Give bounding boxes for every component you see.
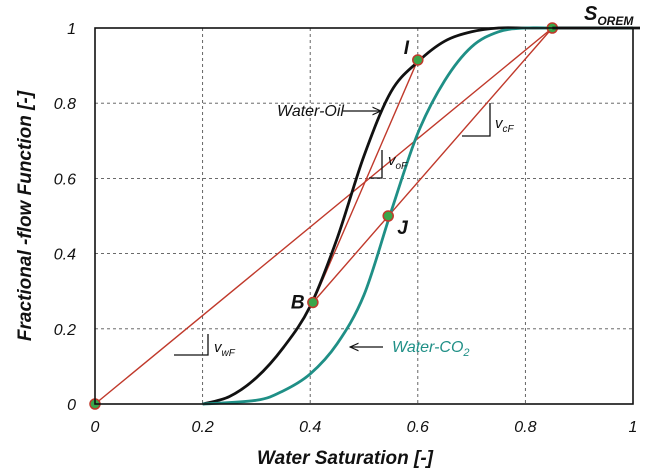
tangent-line bbox=[94, 27, 553, 405]
key-points: I J B bbox=[89, 22, 640, 410]
water-co2-label-main: Water-CO bbox=[392, 339, 463, 356]
slope-triangle-v-of bbox=[369, 150, 383, 179]
v-cf-main: v bbox=[495, 115, 504, 132]
key-point-marker bbox=[412, 54, 424, 66]
sorem-label-sub: OREM bbox=[597, 14, 634, 28]
x-tick-label: 0 bbox=[91, 419, 100, 436]
x-tick-label: 1 bbox=[629, 419, 638, 436]
water-oil-label: Water-Oil bbox=[277, 103, 344, 120]
slope-triangle-v-wf bbox=[174, 334, 209, 356]
point-label-i: I bbox=[404, 38, 410, 59]
v-wf-label: vwF bbox=[214, 339, 236, 359]
y-tick-label: 0 bbox=[67, 397, 76, 414]
x-tick-label: 0.4 bbox=[299, 419, 321, 436]
key-point-marker bbox=[307, 296, 319, 309]
y-tick-labels: 0 0.2 0.4 0.6 0.8 1 bbox=[54, 21, 76, 414]
point-label-b: B bbox=[291, 292, 305, 313]
v-wf-main: v bbox=[214, 339, 223, 356]
y-tick-label: 1 bbox=[67, 21, 76, 38]
y-axis-title: Fractional -flow Function [-] bbox=[15, 90, 36, 341]
x-axis-title: Water Saturation [-] bbox=[257, 448, 434, 469]
key-point-marker bbox=[382, 210, 394, 222]
y-tick-label: 0.8 bbox=[54, 96, 76, 113]
plot-frame bbox=[94, 27, 634, 405]
v-of-main: v bbox=[388, 152, 397, 169]
v-of-label: voF bbox=[388, 152, 408, 172]
y-tick-label: 0.2 bbox=[54, 322, 76, 339]
grid-lines bbox=[95, 28, 633, 404]
water-co2-label-sub: 2 bbox=[462, 347, 469, 359]
tangent-line bbox=[312, 27, 553, 303]
sorem-label-main: S bbox=[584, 3, 598, 25]
v-cf-label: vcF bbox=[495, 115, 515, 135]
slope-triangle-v-cf bbox=[462, 103, 491, 137]
y-tick-label: 0.4 bbox=[54, 247, 76, 264]
tangent-line bbox=[312, 59, 419, 303]
v-of-sub: oF bbox=[396, 161, 409, 172]
water-co2-label: Water-CO2 bbox=[392, 339, 470, 359]
point-label-j: J bbox=[397, 218, 408, 239]
x-tick-label: 0.6 bbox=[407, 419, 429, 436]
x-tick-label: 0.8 bbox=[514, 419, 536, 436]
v-wf-sub: wF bbox=[222, 348, 236, 359]
v-cf-sub: cF bbox=[503, 124, 515, 135]
sorem-label: SOREM bbox=[584, 3, 634, 28]
y-tick-label: 0.6 bbox=[54, 171, 76, 188]
x-tick-labels: 0 0.2 0.4 0.6 0.8 1 bbox=[91, 419, 638, 436]
x-tick-label: 0.2 bbox=[191, 419, 213, 436]
tangent-lines bbox=[94, 27, 553, 405]
